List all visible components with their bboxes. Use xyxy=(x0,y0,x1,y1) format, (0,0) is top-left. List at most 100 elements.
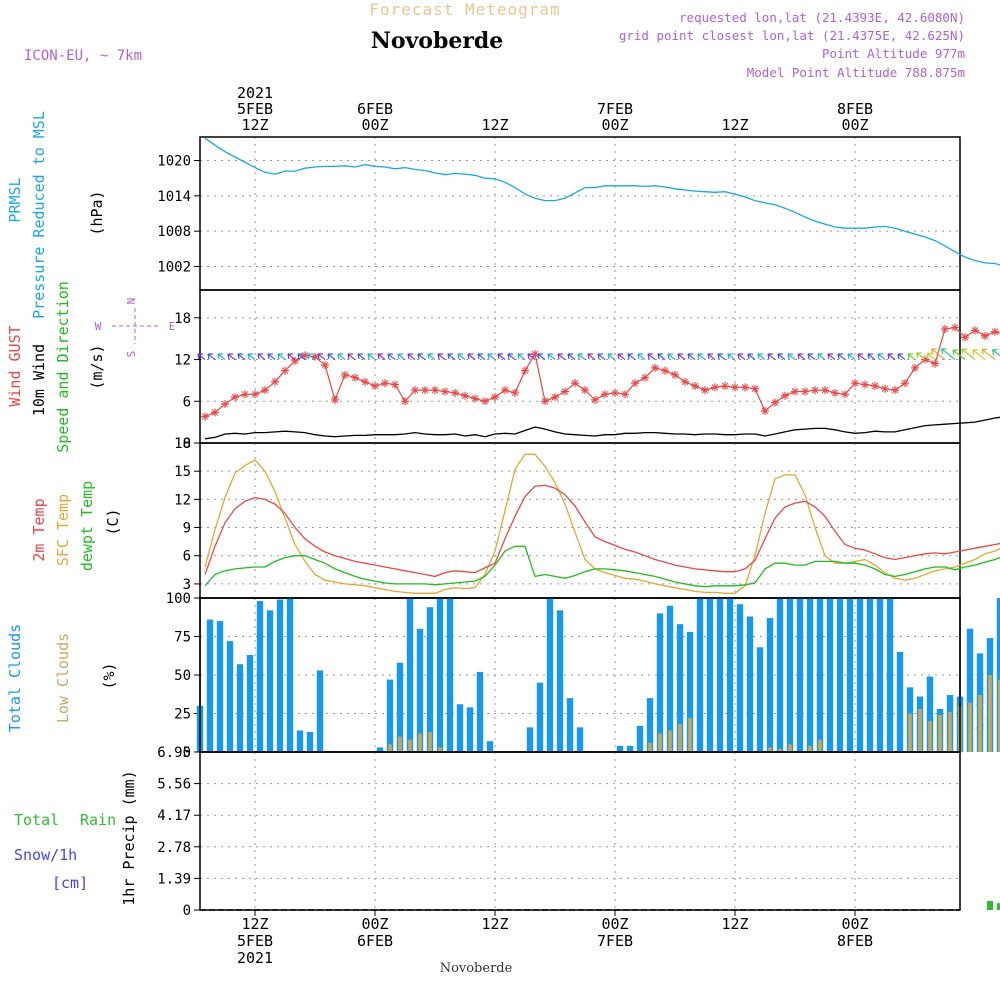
total-cloud-bar xyxy=(706,598,714,752)
y-tick-label: 1.39 xyxy=(157,871,191,887)
gust-marker xyxy=(271,377,279,386)
time-tick-bottom-label: 5FEB xyxy=(237,932,273,950)
wind-direction-arrow xyxy=(867,353,876,361)
wind-direction-arrow xyxy=(347,353,356,361)
gust-marker xyxy=(491,393,499,402)
y-tick-label: 2.78 xyxy=(157,840,191,856)
wind-direction-arrow xyxy=(467,353,476,361)
low-cloud-bar xyxy=(428,731,432,752)
y-tick-label: 3 xyxy=(183,577,191,593)
gust-marker xyxy=(781,391,789,400)
y-tick-label: 6 xyxy=(183,549,191,565)
low-cloud-bar xyxy=(678,724,682,752)
wind-direction-arrow xyxy=(497,353,506,361)
total-cloud-bar xyxy=(876,598,884,752)
total-cloud-bar xyxy=(686,631,694,752)
gust-marker xyxy=(541,397,549,406)
wind-direction-arrow xyxy=(457,353,466,361)
compass-rose: N W E S xyxy=(95,298,176,358)
total-cloud-bar xyxy=(536,682,544,752)
precip-total-label: Total xyxy=(14,811,59,829)
gust-marker xyxy=(451,388,459,397)
gust-marker xyxy=(691,381,699,390)
wind-direction-arrow xyxy=(916,352,926,361)
low-cloud-bar xyxy=(778,748,782,752)
sfc-temp-label: SFC Temp xyxy=(54,494,72,566)
wind-direction-arrow xyxy=(877,353,886,361)
gust-marker xyxy=(711,383,719,392)
pressure-label-prmsl: PRMSL xyxy=(6,177,24,222)
wind-speed-direction-label: Speed and Direction xyxy=(54,281,72,453)
panel-frame xyxy=(199,136,961,291)
gust-marker xyxy=(651,363,659,372)
precip-snow-label: Snow/1h xyxy=(14,846,77,864)
time-tick-top-label: 6FEB xyxy=(357,100,393,118)
wind-direction-arrow xyxy=(817,353,826,361)
wind-direction-arrow xyxy=(827,353,836,361)
wind-direction-arrow xyxy=(487,353,496,361)
wind-direction-arrow xyxy=(607,353,616,361)
gust-marker xyxy=(701,386,709,395)
pressure-line xyxy=(204,137,1000,266)
low-cloud-bar xyxy=(948,711,952,752)
gust-marker xyxy=(881,384,889,393)
time-tick-top-label: 00Z xyxy=(841,116,868,134)
wind10-label: 10m Wind xyxy=(30,344,48,416)
gust-marker xyxy=(201,412,209,421)
gust-marker xyxy=(731,383,739,392)
gust-marker xyxy=(401,397,409,406)
total-cloud-bar xyxy=(446,598,454,752)
time-tick-bottom-label: 00Z xyxy=(361,915,388,933)
total-cloud-bar xyxy=(276,599,284,752)
wind-direction-arrow xyxy=(697,353,706,361)
total-cloud-bar xyxy=(756,647,764,752)
total-cloud-bar xyxy=(806,598,814,752)
y-tick-label: 1014 xyxy=(157,189,191,205)
point-altitude: Point Altitude 977m xyxy=(822,46,965,61)
wind-direction-arrow xyxy=(807,353,816,361)
gust-marker xyxy=(331,395,339,404)
gust-marker xyxy=(241,390,249,399)
wind-direction-arrow xyxy=(517,353,526,361)
total-cloud-bar xyxy=(886,598,894,752)
gust-marker xyxy=(501,386,509,395)
y-tick-label: 4.17 xyxy=(157,808,191,824)
wind-direction-arrow xyxy=(857,353,866,361)
precip-rain-label: Rain xyxy=(80,811,116,829)
total-cloud-bar xyxy=(306,731,314,752)
wind-direction-arrow xyxy=(787,353,796,361)
total-cloud-bar xyxy=(376,747,384,752)
gust-marker xyxy=(911,363,919,372)
total-cloud-bar xyxy=(616,745,624,752)
y-tick-label: 12 xyxy=(174,492,191,508)
wind-direction-arrow xyxy=(537,353,546,361)
gust-marker xyxy=(291,356,299,365)
gust-marker xyxy=(791,387,799,396)
wind-direction-arrow xyxy=(717,353,726,361)
total-cloud-bar xyxy=(216,621,224,752)
wind-direction-arrow xyxy=(940,348,956,361)
total-cloud-bar xyxy=(896,651,904,752)
total-cloud-bar xyxy=(716,598,724,752)
wind-direction-arrow xyxy=(257,353,266,361)
sfc-temp-line xyxy=(204,453,1000,594)
total-cloud-bar xyxy=(386,679,394,752)
gust-marker xyxy=(771,398,779,407)
y-tick-label: 5.56 xyxy=(157,777,191,793)
wind-direction-arrow xyxy=(407,353,416,361)
total-cloud-bar xyxy=(846,598,854,752)
gust-marker xyxy=(461,391,469,400)
gust-marker xyxy=(661,366,669,375)
gridpoint-coords: grid point closest lon,lat (21.4375E, 42… xyxy=(619,28,965,43)
gust-marker xyxy=(761,407,769,416)
total-cloud-bar xyxy=(646,698,654,752)
wind-direction-arrow xyxy=(991,349,1000,357)
wind-direction-arrow xyxy=(207,353,216,361)
total-cloud-bar xyxy=(626,745,634,752)
y-tick-label: 0 xyxy=(183,745,191,761)
wind-direction-arrow xyxy=(327,353,336,361)
wind-direction-arrow xyxy=(847,353,856,361)
gust-marker xyxy=(751,384,759,393)
total-cloud-bar xyxy=(696,598,704,752)
precip-unit: 1hr Precip (mm) xyxy=(120,770,138,905)
